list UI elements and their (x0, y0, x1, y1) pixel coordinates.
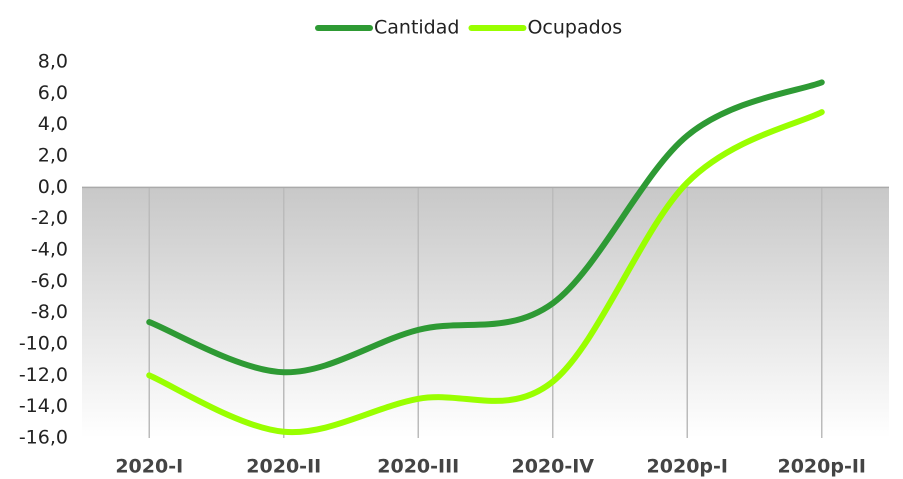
x-tick-label: 2020-III (377, 456, 459, 478)
x-tick-label: 2020-I (115, 456, 183, 478)
legend-label: Cantidad (374, 17, 459, 39)
legend-label: Ocupados (527, 17, 622, 39)
y-tick-label: -2,0 (31, 207, 68, 229)
x-tick-label: 2020-II (246, 456, 321, 478)
line-series (146, 109, 825, 436)
y-tick-label: 8,0 (38, 51, 68, 73)
x-tick-label: 2020p-I (647, 456, 728, 478)
x-tick-label: 2020-IV (511, 456, 594, 478)
y-tick-label: 4,0 (38, 113, 68, 135)
y-tick-label: -12,0 (19, 364, 68, 386)
y-tick-label: -10,0 (19, 333, 68, 355)
y-tick-label: -6,0 (31, 270, 68, 292)
plot-background (82, 187, 889, 438)
x-tick-label: 2020p-II (777, 456, 866, 478)
y-tick-label: -8,0 (31, 301, 68, 323)
y-tick-label: 2,0 (38, 145, 68, 167)
y-tick-label: 6,0 (38, 82, 68, 104)
y-tick-label: -14,0 (19, 395, 68, 417)
y-tick-label: 0,0 (38, 176, 68, 198)
y-tick-label: -4,0 (31, 239, 68, 261)
y-tick-label: -16,0 (19, 427, 68, 449)
line-series (146, 79, 825, 376)
